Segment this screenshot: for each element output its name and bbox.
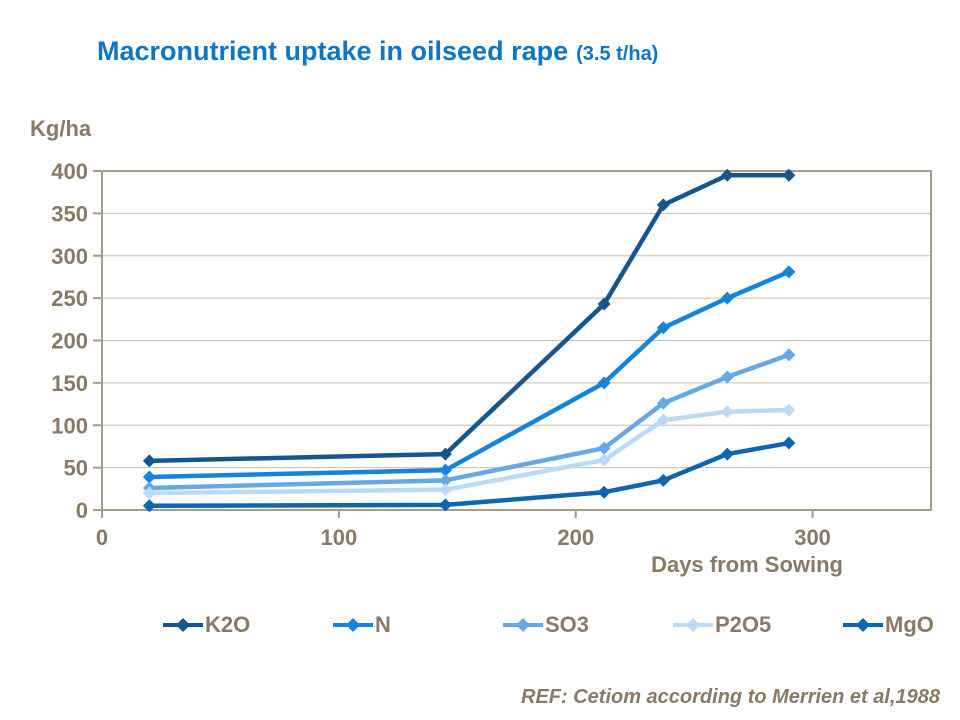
legend-item-MgO: MgO — [842, 612, 934, 638]
y-tick-label-350: 350 — [51, 201, 88, 226]
series-line-N — [147, 269, 792, 480]
data-point-SO3-4 — [720, 370, 734, 384]
legend-diamond-P2O5 — [686, 618, 700, 632]
legend-diamond-MgO — [856, 618, 870, 632]
data-point-K2O-1 — [438, 447, 452, 461]
data-point-K2O-5 — [782, 168, 796, 182]
y-tick-label-0: 0 — [76, 498, 88, 523]
legend-marker-icon-K2O — [163, 618, 203, 632]
reference-text: REF: Cetiom according to Merrien et al,1… — [521, 686, 940, 708]
series-line-MgO — [147, 440, 792, 509]
data-point-MgO-3 — [656, 473, 670, 487]
data-point-SO3-1 — [438, 473, 452, 487]
legend-marker-icon-SO3 — [503, 618, 543, 632]
legend-label-SO3: SO3 — [545, 612, 590, 637]
data-point-K2O-0 — [142, 454, 156, 468]
y-tick-label-150: 150 — [51, 371, 88, 396]
data-point-P2O5-1 — [438, 483, 452, 497]
data-point-MgO-2 — [597, 485, 611, 499]
data-point-N-4 — [720, 291, 734, 305]
legend-label-P2O5: P2O5 — [715, 612, 772, 637]
y-axis-unit-label: Kg/ha — [30, 116, 92, 141]
data-point-P2O5-2 — [597, 453, 611, 467]
data-point-MgO-0 — [142, 499, 156, 513]
x-tick-label-100: 100 — [320, 525, 357, 550]
chart-title-suffix: (3.5 t/ha) — [576, 43, 659, 65]
data-point-MgO-1 — [438, 498, 452, 512]
legend-item-P2O5: P2O5 — [672, 612, 842, 638]
data-point-P2O5-5 — [782, 403, 796, 417]
legend-item-SO3: SO3 — [502, 612, 672, 638]
x-tick-label-200: 200 — [557, 525, 594, 550]
legend-diamond-K2O — [176, 618, 190, 632]
chart-title-main: Macronutrient uptake in oilseed rape — [97, 36, 569, 66]
data-point-MgO-4 — [720, 447, 734, 461]
legend-label-N: N — [375, 612, 391, 637]
legend-label-K2O: K2O — [205, 612, 251, 637]
legend-marker-icon-N — [333, 618, 373, 632]
legend-diamond-SO3 — [516, 618, 530, 632]
data-point-MgO-5 — [782, 436, 796, 450]
data-point-P2O5-0 — [142, 486, 156, 500]
y-tick-label-200: 200 — [51, 329, 88, 354]
data-point-K2O-4 — [720, 168, 734, 182]
legend-marker-icon-P2O5 — [673, 618, 713, 632]
legend: K2O N SO3 P2O5 MgO — [162, 612, 934, 638]
data-point-N-5 — [782, 265, 796, 279]
legend-marker-icon-MgO — [843, 618, 883, 632]
x-axis-title: Days from Sowing — [651, 552, 843, 577]
y-tick-label-300: 300 — [51, 244, 88, 269]
data-point-N-0 — [142, 470, 156, 484]
data-point-N-3 — [656, 321, 670, 335]
data-point-SO3-3 — [656, 396, 670, 410]
y-tick-label-100: 100 — [51, 413, 88, 438]
y-tick-label-250: 250 — [51, 286, 88, 311]
legend-diamond-N — [346, 618, 360, 632]
legend-item-N: N — [332, 612, 502, 638]
legend-label-MgO: MgO — [885, 612, 934, 637]
x-tick-label-300: 300 — [794, 525, 831, 550]
series-line-SO3 — [147, 352, 792, 491]
data-point-N-1 — [438, 463, 452, 477]
x-tick-label-0: 0 — [96, 525, 108, 550]
series-line-K2O — [147, 172, 792, 464]
data-point-SO3-5 — [782, 348, 796, 362]
series-line-P2O5 — [147, 407, 792, 496]
y-tick-label-400: 400 — [51, 159, 88, 184]
data-point-SO3-2 — [597, 441, 611, 455]
chart-title: Macronutrient uptake in oilseed rape (3.5… — [97, 36, 658, 67]
legend-item-K2O: K2O — [162, 612, 332, 638]
data-point-P2O5-3 — [656, 413, 670, 427]
data-point-K2O-2 — [597, 297, 611, 311]
y-tick-label-50: 50 — [64, 456, 88, 481]
data-point-K2O-3 — [656, 198, 670, 212]
data-point-N-2 — [597, 376, 611, 390]
data-point-P2O5-4 — [720, 405, 734, 419]
